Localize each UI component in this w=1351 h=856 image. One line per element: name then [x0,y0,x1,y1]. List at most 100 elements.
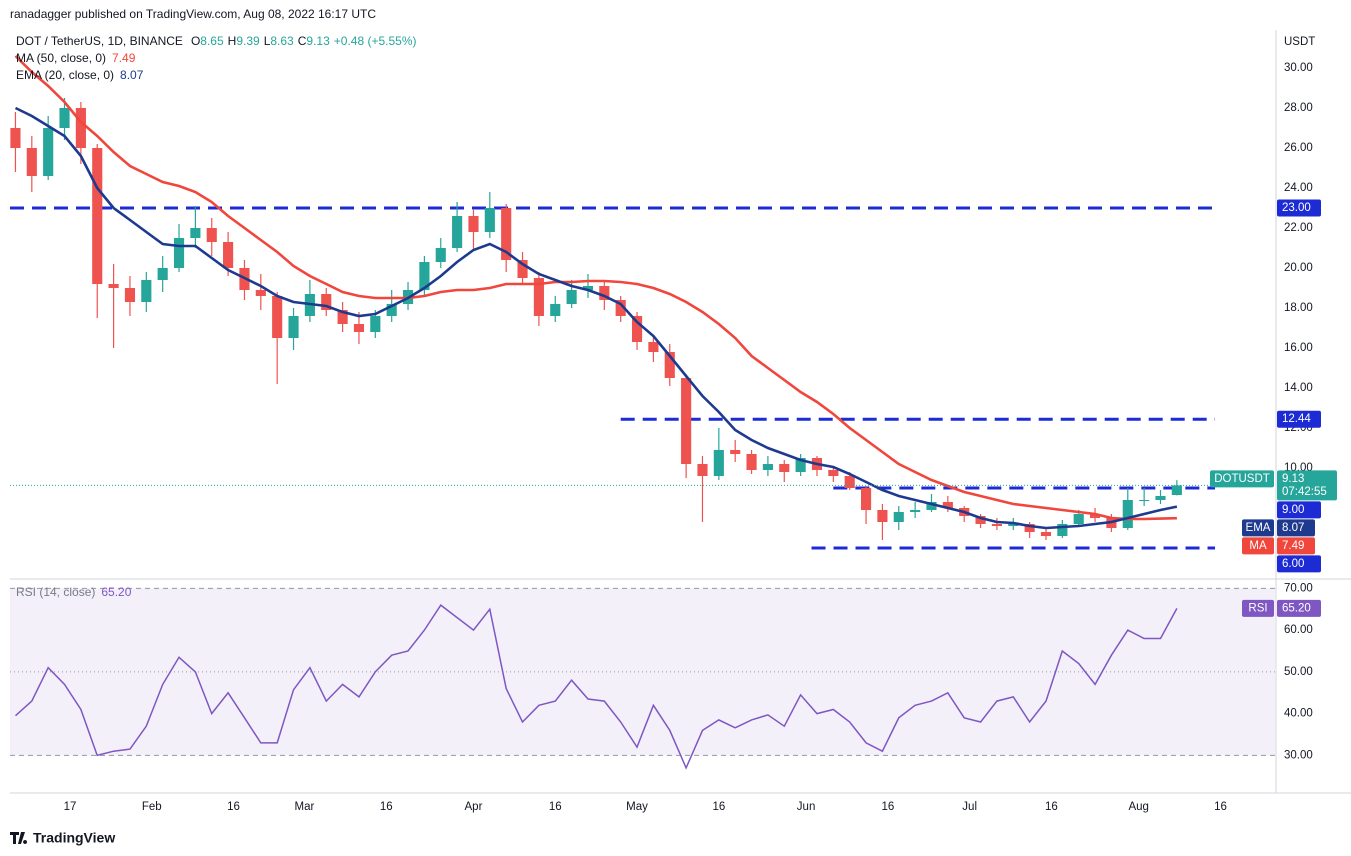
axis-tag-box [1242,537,1274,555]
legend-value: 7.49 [112,51,136,65]
candle-body [795,458,806,472]
axis-price-label: 07:42:55 [1282,486,1327,498]
axis-tag-label: EMA [1246,522,1271,534]
y-tick-label: 18.00 [1284,302,1313,314]
x-tick-label: May [626,801,648,813]
axis-tag-box [1242,519,1274,537]
candle-body [1024,524,1035,532]
legend-value: 65.20 [101,585,131,599]
axis-price-label: 6.00 [1282,558,1304,570]
candle-body [501,208,512,260]
legend-ohlc-letter: O [191,34,200,48]
candle-body [255,290,266,296]
footer-brand: TradingView [33,830,115,846]
legend-ohlc-value: 8.65 [200,34,224,48]
candle-body [1122,500,1133,528]
candle-body [353,324,365,332]
candle-body [910,510,921,512]
x-tick-label: 16 [549,801,562,813]
axis-price-label: 9.13 [1282,473,1304,485]
candle-body [533,278,544,316]
axis-price-label: 23.00 [1282,202,1311,214]
candle-body [844,476,855,488]
candle-body [337,310,348,324]
candle-body [942,502,953,508]
candle-body [206,228,217,242]
candle-body [468,216,479,232]
candle-body [631,316,643,342]
candle-body [190,228,201,238]
x-tick-label: Jul [962,801,977,813]
legend-name: MA (50, close, 0) [16,51,106,65]
rsi-tick-label: 30.00 [1284,749,1313,761]
axis-price-label: 9.00 [1282,504,1304,516]
candle-body [730,450,741,454]
candle-body [108,284,119,288]
indicator-line [14,55,1177,521]
axis-price-box [1277,519,1315,537]
rsi-tick-label: 50.00 [1284,666,1313,678]
rsi-tick-label: 60.00 [1284,624,1313,636]
y-tick-label: 20.00 [1284,262,1313,274]
legend-ohlc-letter: H [228,34,237,48]
y-tick-label: 16.00 [1284,342,1313,354]
candle-body [59,108,70,128]
candle-body [435,248,446,262]
axis-price-box [1277,470,1337,501]
x-tick-label: 16 [227,801,240,813]
x-tick-label: Mar [295,801,315,813]
x-tick-label: 16 [1214,801,1227,813]
legend-name: EMA (20, close, 0) [16,68,114,82]
axis-price-box [1277,199,1321,217]
currency: USDT [1284,36,1315,48]
axis-price-box [1277,555,1321,573]
candle-body [92,148,103,284]
legend-main: DOT / TetherUS, 1D, BINANCE O8.65 H9.39 L8.… [16,34,417,48]
x-tick-label: Jun [797,801,816,813]
candle-body [713,450,724,476]
x-tick-label: 17 [64,801,77,813]
axis-price-box [1277,410,1321,428]
x-tick-label: Feb [142,801,162,813]
axis-tag-box [1210,470,1274,488]
footer-logo [10,832,28,844]
rsi-tag-box [1242,599,1274,617]
candle-body [828,470,839,476]
x-tick-label: 16 [881,801,894,813]
candle-body [173,238,185,268]
candle-body [370,316,381,332]
candle-body [1155,496,1166,500]
publisher: ranadagger published on TradingView.com,… [10,7,376,21]
candle-body [697,464,708,476]
legend-ohlc-value: 9.13 [306,34,330,48]
candle-body [1040,532,1052,536]
candle-body [746,454,757,470]
candle-body [26,148,37,176]
legend-ohlc-letter: L [264,34,271,48]
candle-body [550,304,561,316]
legend-symbol: DOT / TetherUS, 1D, BINANCE [16,34,183,48]
y-tick-label: 30.00 [1284,62,1313,74]
rsi-tick-label: 40.00 [1284,708,1313,720]
candle-body [452,216,463,248]
candle-body [141,280,152,302]
axis-tag-label: MA [1249,540,1267,552]
candle-body [484,208,495,232]
x-tick-label: 16 [712,801,725,813]
candle-body [648,342,659,352]
candle-body [43,128,54,176]
candle-body [779,464,790,472]
candle-body [321,294,332,310]
rsi-value-label: 65.20 [1282,602,1311,614]
candle-body [517,260,528,278]
legend-ohlc-value: 9.39 [236,34,260,48]
rsi-line [14,604,1178,770]
y-tick-label: 14.00 [1284,382,1313,394]
y-tick-label: 28.00 [1284,102,1313,114]
rsi-tag-label: RSI [1248,602,1267,614]
legend-rsi: RSI (14, close) 65.20 [16,585,132,599]
candle-body [1008,524,1019,526]
candle-body [1089,514,1101,518]
